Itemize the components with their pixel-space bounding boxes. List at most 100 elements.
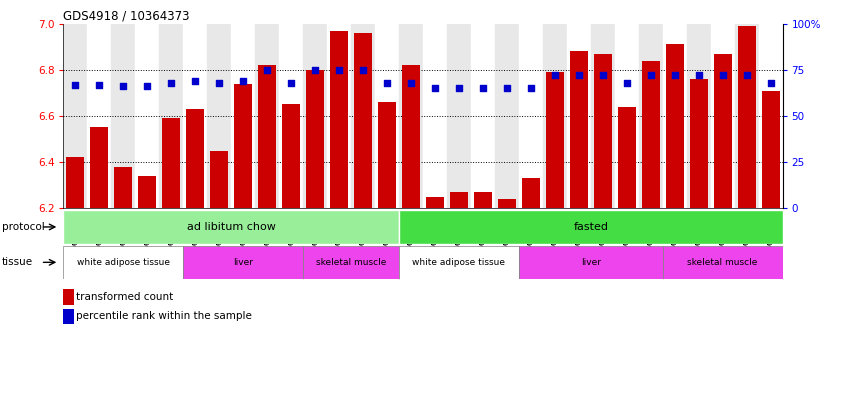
Bar (279, 24, 303, 208)
Point (548, 72, 562, 79)
Bar (447, 24, 471, 208)
Text: ad libitum chow: ad libitum chow (187, 222, 276, 232)
Text: transformed count: transformed count (76, 292, 173, 302)
Text: GDS4918 / 10364373: GDS4918 / 10364373 (63, 10, 190, 23)
Bar (162, 118, 180, 208)
Point (572, 72, 585, 79)
Bar (734, 24, 759, 208)
Bar (330, 31, 348, 208)
Bar (687, 24, 711, 208)
Bar (351, 24, 375, 208)
Bar (689, 79, 707, 208)
Bar (639, 24, 662, 208)
Bar (474, 192, 492, 208)
Bar (714, 53, 732, 208)
Bar (567, 24, 591, 208)
Point (667, 72, 681, 79)
Bar (426, 197, 444, 208)
Point (500, 85, 514, 92)
Bar (423, 24, 447, 208)
Bar (591, 24, 615, 208)
Bar (114, 167, 132, 208)
Point (476, 85, 490, 92)
Bar (63, 246, 184, 279)
Text: white adipose tissue: white adipose tissue (413, 258, 505, 267)
Bar (67, 158, 85, 208)
Bar (159, 24, 184, 208)
Bar (283, 105, 300, 208)
Bar (570, 51, 588, 208)
Bar (207, 24, 231, 208)
Text: tissue: tissue (2, 257, 33, 267)
Bar (327, 24, 351, 208)
Point (261, 67, 274, 73)
Bar (399, 24, 423, 208)
Point (380, 79, 393, 86)
Point (308, 67, 321, 73)
Bar (378, 102, 396, 208)
Bar (231, 24, 255, 208)
Point (356, 67, 370, 73)
Point (739, 72, 753, 79)
Bar (711, 24, 734, 208)
Bar (546, 72, 563, 208)
Text: fasted: fasted (574, 222, 608, 232)
Bar (759, 24, 783, 208)
Bar (402, 65, 420, 208)
Bar (615, 24, 639, 208)
Point (69, 81, 82, 88)
Point (236, 78, 250, 84)
Bar (543, 24, 567, 208)
Point (596, 72, 609, 79)
Point (452, 85, 465, 92)
Point (620, 79, 634, 86)
Bar (139, 176, 157, 208)
Point (716, 72, 729, 79)
Bar (186, 109, 204, 208)
Text: liver: liver (581, 258, 601, 267)
Point (92, 81, 106, 88)
Text: skeletal muscle: skeletal muscle (688, 258, 758, 267)
Bar (255, 24, 279, 208)
Bar (306, 70, 324, 208)
Bar (63, 210, 399, 244)
Bar (519, 246, 662, 279)
Bar (522, 178, 540, 208)
Point (164, 79, 178, 86)
Bar (354, 33, 372, 208)
Bar (761, 90, 779, 208)
Point (189, 78, 202, 84)
Text: liver: liver (233, 258, 253, 267)
Bar (184, 24, 207, 208)
Bar (399, 210, 783, 244)
Point (140, 83, 154, 90)
Point (764, 79, 777, 86)
Point (212, 79, 226, 86)
Bar (498, 199, 516, 208)
Text: protocol: protocol (2, 222, 45, 232)
Bar (135, 24, 159, 208)
Bar (519, 24, 543, 208)
Bar (642, 61, 660, 208)
Bar (87, 24, 112, 208)
Point (404, 79, 418, 86)
Bar (738, 26, 755, 208)
Bar (258, 65, 276, 208)
Bar (662, 246, 783, 279)
Bar (399, 246, 519, 279)
Text: white adipose tissue: white adipose tissue (77, 258, 170, 267)
Bar (303, 24, 327, 208)
Point (428, 85, 442, 92)
Point (524, 85, 537, 92)
Bar (495, 24, 519, 208)
Bar (450, 192, 468, 208)
Bar (211, 151, 228, 208)
Bar (63, 24, 87, 208)
Point (117, 83, 130, 90)
Point (644, 72, 657, 79)
Point (692, 72, 706, 79)
Bar (112, 24, 135, 208)
Bar (594, 53, 612, 208)
Text: skeletal muscle: skeletal muscle (316, 258, 387, 267)
Bar (375, 24, 399, 208)
